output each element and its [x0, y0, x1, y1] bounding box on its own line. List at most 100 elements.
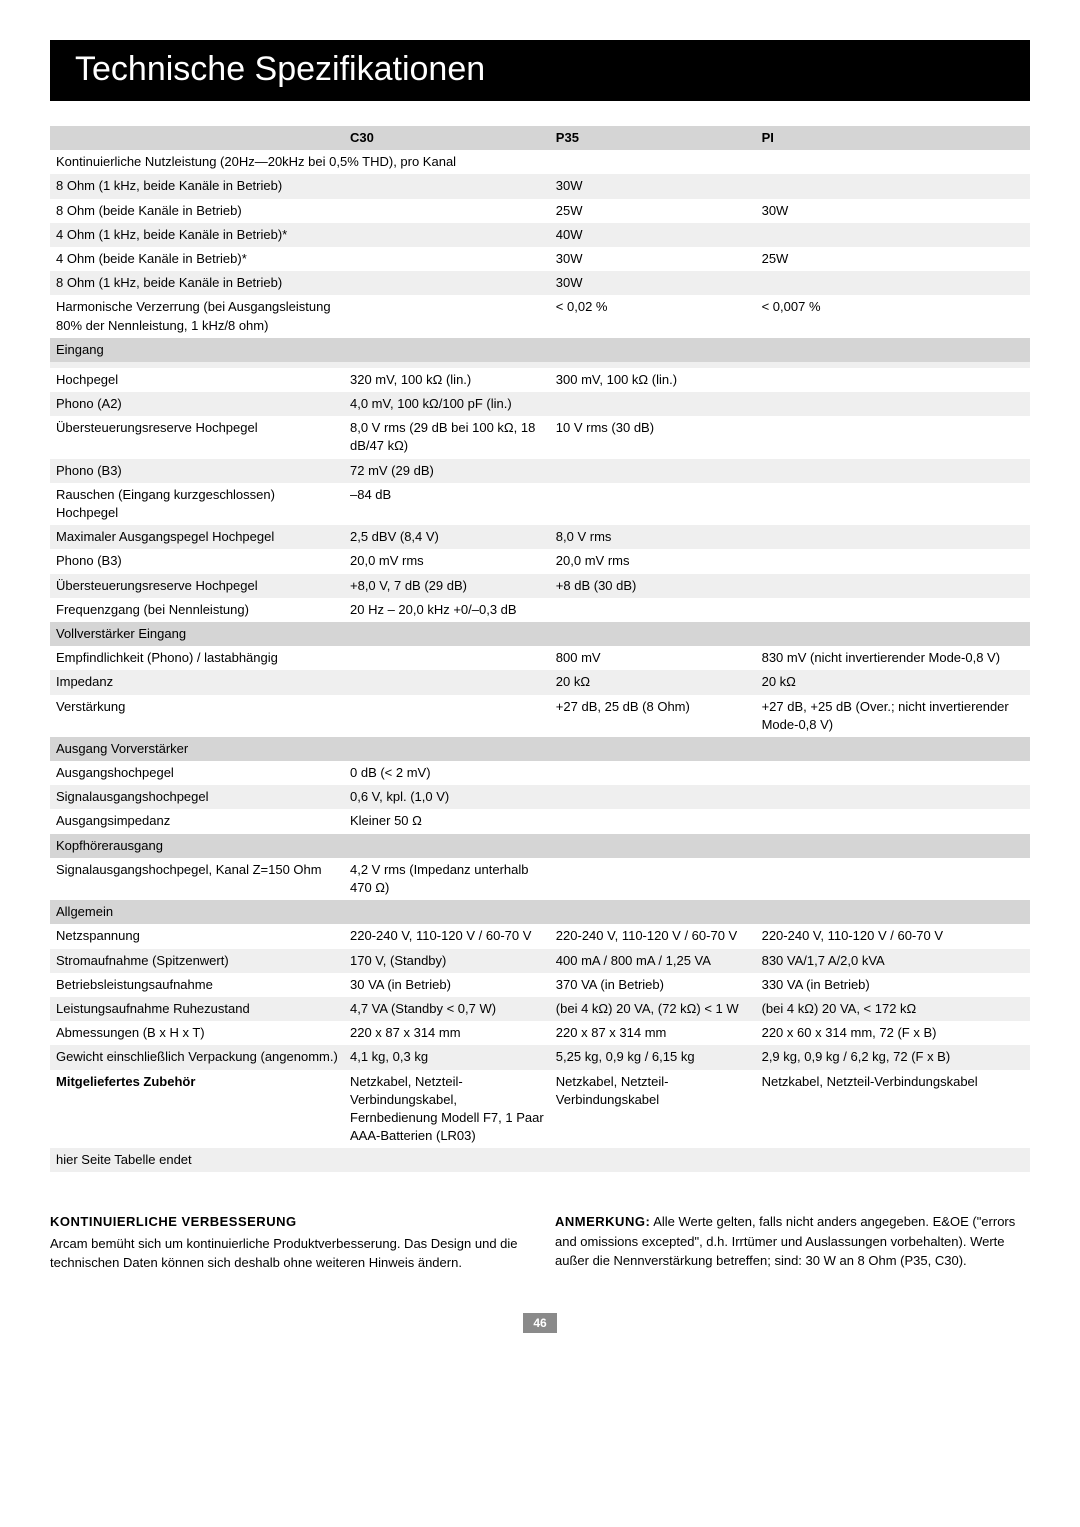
- row-label: Phono (B3): [50, 549, 344, 573]
- col-header-p35: P35: [550, 126, 756, 150]
- page-number: 46: [50, 1313, 1030, 1333]
- row-value: [756, 416, 1030, 458]
- row-label: Harmonische Verzerrung (bei Ausgangsleis…: [50, 295, 344, 337]
- section-heading: Ausgang Vorverstärker: [50, 737, 1030, 761]
- row-value: 800 mV: [550, 646, 756, 670]
- span-row: Kontinuierliche Nutzleistung (20Hz—20kHz…: [50, 150, 1030, 174]
- row-value: [550, 459, 756, 483]
- row-label: Signalausgangshochpegel: [50, 785, 344, 809]
- row-value: 220 x 87 x 314 mm: [550, 1021, 756, 1045]
- row-value: < 0,007 %: [756, 295, 1030, 337]
- row-value: 330 VA (in Betrieb): [756, 973, 1030, 997]
- row-value: [756, 598, 1030, 622]
- row-value: [344, 670, 550, 694]
- row-value: < 0,02 %: [550, 295, 756, 337]
- row-label: Rauschen (Eingang kurzgeschlossen) Hochp…: [50, 483, 344, 525]
- row-value: 20 kΩ: [756, 670, 1030, 694]
- row-value: [756, 392, 1030, 416]
- row-value: [756, 223, 1030, 247]
- row-label: Phono (B3): [50, 459, 344, 483]
- row-value: [550, 785, 756, 809]
- row-label: Betriebsleistungsaufnahme: [50, 973, 344, 997]
- row-value: 25W: [756, 247, 1030, 271]
- row-value: Netzkabel, Netzteil-Verbindungskabel, Fe…: [344, 1070, 550, 1149]
- row-value: –84 dB: [344, 483, 550, 525]
- row-label: Signalausgangshochpegel, Kanal Z=150 Ohm: [50, 858, 344, 900]
- row-value: 220-240 V, 110-120 V / 60-70 V: [344, 924, 550, 948]
- row-value: 30W: [756, 199, 1030, 223]
- row-label: Stromaufnahme (Spitzenwert): [50, 949, 344, 973]
- spec-table: C30 P35 PI Kontinuierliche Nutzleistung …: [50, 126, 1030, 1172]
- row-value: 20,0 mV rms: [550, 549, 756, 573]
- row-value: [756, 525, 1030, 549]
- col-header-c30: C30: [344, 126, 550, 150]
- row-value: 4,2 V rms (Impedanz unterhalb 470 Ω): [344, 858, 550, 900]
- row-value: +27 dB, 25 dB (8 Ohm): [550, 695, 756, 737]
- row-value: [550, 809, 756, 833]
- row-value: 10 V rms (30 dB): [550, 416, 756, 458]
- row-value: 220 x 60 x 314 mm, 72 (F x B): [756, 1021, 1030, 1045]
- row-value: [756, 368, 1030, 392]
- row-value: [344, 1148, 550, 1172]
- row-value: (bei 4 kΩ) 20 VA, (72 kΩ) < 1 W: [550, 997, 756, 1021]
- row-value: [756, 549, 1030, 573]
- row-value: 20 kΩ: [550, 670, 756, 694]
- row-value: [550, 598, 756, 622]
- row-value: 370 VA (in Betrieb): [550, 973, 756, 997]
- row-value: [756, 761, 1030, 785]
- footer-notes: KONTINUIERLICHE VERBESSERUNG Arcam bemüh…: [50, 1212, 1030, 1273]
- row-label: 4 Ohm (beide Kanäle in Betrieb)*: [50, 247, 344, 271]
- row-value: 220-240 V, 110-120 V / 60-70 V: [756, 924, 1030, 948]
- row-value: 0 dB (< 2 mV): [344, 761, 550, 785]
- row-value: 72 mV (29 dB): [344, 459, 550, 483]
- row-value: 300 mV, 100 kΩ (lin.): [550, 368, 756, 392]
- row-value: [756, 574, 1030, 598]
- row-label: Frequenzgang (bei Nennleistung): [50, 598, 344, 622]
- row-value: 2,9 kg, 0,9 kg / 6,2 kg, 72 (F x B): [756, 1045, 1030, 1069]
- row-label: Leistungsaufnahme Ruhezustand: [50, 997, 344, 1021]
- row-value: 30 VA (in Betrieb): [344, 973, 550, 997]
- row-label: hier Seite Tabelle endet: [50, 1148, 344, 1172]
- row-label: Maximaler Ausgangspegel Hochpegel: [50, 525, 344, 549]
- row-value: [344, 271, 550, 295]
- row-value: 830 VA/1,7 A/2,0 kVA: [756, 949, 1030, 973]
- row-value: 8,0 V rms (29 dB bei 100 kΩ, 18 dB/47 kΩ…: [344, 416, 550, 458]
- row-label: Phono (A2): [50, 392, 344, 416]
- row-value: 30W: [550, 271, 756, 295]
- row-label: Übersteuerungsreserve Hochpegel: [50, 416, 344, 458]
- row-value: 220 x 87 x 314 mm: [344, 1021, 550, 1045]
- row-label: Gewicht einschließlich Verpackung (angen…: [50, 1045, 344, 1069]
- section-heading: Vollverstärker Eingang: [50, 622, 1030, 646]
- row-value: 220-240 V, 110-120 V / 60-70 V: [550, 924, 756, 948]
- row-value: [344, 174, 550, 198]
- row-label: Netzspannung: [50, 924, 344, 948]
- row-value: 170 V, (Standby): [344, 949, 550, 973]
- page-title: Technische Spezifikationen: [50, 40, 1030, 101]
- row-value: [550, 483, 756, 525]
- row-label: 8 Ohm (beide Kanäle in Betrieb): [50, 199, 344, 223]
- row-label: Hochpegel: [50, 368, 344, 392]
- row-value: Netzkabel, Netzteil-Verbindungskabel: [550, 1070, 756, 1149]
- row-label: Impedanz: [50, 670, 344, 694]
- footer-left-heading: KONTINUIERLICHE VERBESSERUNG: [50, 1212, 525, 1232]
- row-value: [756, 809, 1030, 833]
- row-value: 40W: [550, 223, 756, 247]
- row-label: Übersteuerungsreserve Hochpegel: [50, 574, 344, 598]
- row-value: [344, 295, 550, 337]
- row-value: (bei 4 kΩ) 20 VA, < 172 kΩ: [756, 997, 1030, 1021]
- row-value: +8,0 V, 7 dB (29 dB): [344, 574, 550, 598]
- row-label: 4 Ohm (1 kHz, beide Kanäle in Betrieb)*: [50, 223, 344, 247]
- row-value: 8,0 V rms: [550, 525, 756, 549]
- row-label: Verstärkung: [50, 695, 344, 737]
- row-label: Ausgangsimpedanz: [50, 809, 344, 833]
- row-value: 2,5 dBV (8,4 V): [344, 525, 550, 549]
- row-value: [344, 695, 550, 737]
- row-value: Netzkabel, Netzteil-Verbindungskabel: [756, 1070, 1030, 1149]
- section-heading: Kopfhörerausgang: [50, 834, 1030, 858]
- row-value: [756, 1148, 1030, 1172]
- row-value: 25W: [550, 199, 756, 223]
- row-value: 30W: [550, 247, 756, 271]
- row-value: [550, 761, 756, 785]
- row-value: Kleiner 50 Ω: [344, 809, 550, 833]
- row-value: 5,25 kg, 0,9 kg / 6,15 kg: [550, 1045, 756, 1069]
